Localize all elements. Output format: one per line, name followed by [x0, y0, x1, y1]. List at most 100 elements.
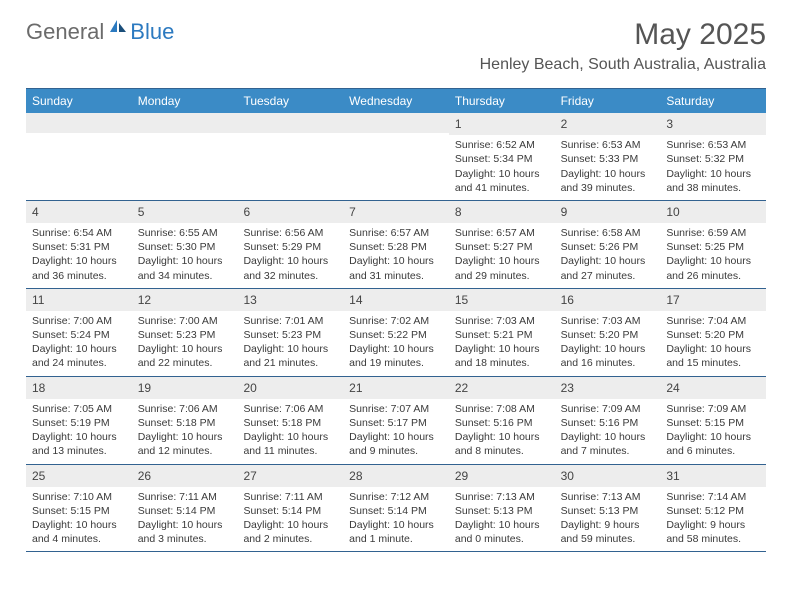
sunset-text: Sunset: 5:33 PM — [561, 152, 655, 166]
day-cell: 11Sunrise: 7:00 AMSunset: 5:24 PMDayligh… — [26, 289, 132, 376]
sunrise-text: Sunrise: 6:57 AM — [349, 226, 443, 240]
day-cell: 7Sunrise: 6:57 AMSunset: 5:28 PMDaylight… — [343, 201, 449, 288]
sunrise-text: Sunrise: 7:14 AM — [666, 490, 760, 504]
day-number: 16 — [555, 289, 661, 311]
sunset-text: Sunset: 5:15 PM — [32, 504, 126, 518]
sunrise-text: Sunrise: 6:55 AM — [138, 226, 232, 240]
daylight-text: Daylight: 10 hours and 0 minutes. — [455, 518, 549, 546]
day-content: Sunrise: 6:57 AMSunset: 5:28 PMDaylight:… — [343, 223, 449, 288]
location-label: Henley Beach, South Australia, Australia — [480, 56, 766, 74]
day-content: Sunrise: 7:03 AMSunset: 5:21 PMDaylight:… — [449, 311, 555, 376]
day-cell: 16Sunrise: 7:03 AMSunset: 5:20 PMDayligh… — [555, 289, 661, 376]
day-content: Sunrise: 6:55 AMSunset: 5:30 PMDaylight:… — [132, 223, 238, 288]
day-number: 20 — [237, 377, 343, 399]
sunset-text: Sunset: 5:28 PM — [349, 240, 443, 254]
daylight-text: Daylight: 10 hours and 3 minutes. — [138, 518, 232, 546]
daylight-text: Daylight: 10 hours and 38 minutes. — [666, 167, 760, 195]
day-number: 24 — [660, 377, 766, 399]
daylight-text: Daylight: 10 hours and 9 minutes. — [349, 430, 443, 458]
sunrise-text: Sunrise: 7:13 AM — [455, 490, 549, 504]
day-number: 2 — [555, 113, 661, 135]
daylight-text: Daylight: 10 hours and 6 minutes. — [666, 430, 760, 458]
day-content: Sunrise: 7:03 AMSunset: 5:20 PMDaylight:… — [555, 311, 661, 376]
sunrise-text: Sunrise: 7:10 AM — [32, 490, 126, 504]
day-cell: 3Sunrise: 6:53 AMSunset: 5:32 PMDaylight… — [660, 113, 766, 200]
day-content: Sunrise: 7:11 AMSunset: 5:14 PMDaylight:… — [132, 487, 238, 552]
sunrise-text: Sunrise: 7:09 AM — [561, 402, 655, 416]
day-cell: 31Sunrise: 7:14 AMSunset: 5:12 PMDayligh… — [660, 465, 766, 552]
sunrise-text: Sunrise: 6:57 AM — [455, 226, 549, 240]
sunset-text: Sunset: 5:20 PM — [561, 328, 655, 342]
daylight-text: Daylight: 10 hours and 16 minutes. — [561, 342, 655, 370]
day-number: 9 — [555, 201, 661, 223]
day-number: 28 — [343, 465, 449, 487]
sunrise-text: Sunrise: 7:00 AM — [138, 314, 232, 328]
day-number: 5 — [132, 201, 238, 223]
day-cell: 10Sunrise: 6:59 AMSunset: 5:25 PMDayligh… — [660, 201, 766, 288]
sunrise-text: Sunrise: 7:09 AM — [666, 402, 760, 416]
day-cell: 26Sunrise: 7:11 AMSunset: 5:14 PMDayligh… — [132, 465, 238, 552]
daylight-text: Daylight: 10 hours and 27 minutes. — [561, 254, 655, 282]
sunset-text: Sunset: 5:14 PM — [243, 504, 337, 518]
logo-text-general: General — [26, 19, 104, 45]
sunrise-text: Sunrise: 6:52 AM — [455, 138, 549, 152]
day-content: Sunrise: 7:08 AMSunset: 5:16 PMDaylight:… — [449, 399, 555, 464]
day-header: Sunday — [26, 89, 132, 113]
day-header: Monday — [132, 89, 238, 113]
day-cell: 21Sunrise: 7:07 AMSunset: 5:17 PMDayligh… — [343, 377, 449, 464]
day-number: 25 — [26, 465, 132, 487]
day-number: 14 — [343, 289, 449, 311]
daylight-text: Daylight: 10 hours and 15 minutes. — [666, 342, 760, 370]
day-content: Sunrise: 7:12 AMSunset: 5:14 PMDaylight:… — [343, 487, 449, 552]
daylight-text: Daylight: 10 hours and 41 minutes. — [455, 167, 549, 195]
day-cell: 18Sunrise: 7:05 AMSunset: 5:19 PMDayligh… — [26, 377, 132, 464]
sunset-text: Sunset: 5:31 PM — [32, 240, 126, 254]
day-content: Sunrise: 6:52 AMSunset: 5:34 PMDaylight:… — [449, 135, 555, 200]
day-number: 6 — [237, 201, 343, 223]
day-content: Sunrise: 7:01 AMSunset: 5:23 PMDaylight:… — [237, 311, 343, 376]
sunset-text: Sunset: 5:32 PM — [666, 152, 760, 166]
daylight-text: Daylight: 10 hours and 12 minutes. — [138, 430, 232, 458]
daylight-text: Daylight: 10 hours and 39 minutes. — [561, 167, 655, 195]
sunrise-text: Sunrise: 7:04 AM — [666, 314, 760, 328]
day-number: 15 — [449, 289, 555, 311]
day-cell: 9Sunrise: 6:58 AMSunset: 5:26 PMDaylight… — [555, 201, 661, 288]
weeks-container: 1Sunrise: 6:52 AMSunset: 5:34 PMDaylight… — [26, 113, 766, 552]
sunset-text: Sunset: 5:23 PM — [243, 328, 337, 342]
day-number: 18 — [26, 377, 132, 399]
sunrise-text: Sunrise: 6:56 AM — [243, 226, 337, 240]
day-content: Sunrise: 7:04 AMSunset: 5:20 PMDaylight:… — [660, 311, 766, 376]
day-header: Wednesday — [343, 89, 449, 113]
day-number: 31 — [660, 465, 766, 487]
sunrise-text: Sunrise: 7:08 AM — [455, 402, 549, 416]
day-content: Sunrise: 6:59 AMSunset: 5:25 PMDaylight:… — [660, 223, 766, 288]
day-number: 13 — [237, 289, 343, 311]
day-header: Friday — [555, 89, 661, 113]
sunset-text: Sunset: 5:18 PM — [138, 416, 232, 430]
week-row: 1Sunrise: 6:52 AMSunset: 5:34 PMDaylight… — [26, 113, 766, 201]
day-content: Sunrise: 7:07 AMSunset: 5:17 PMDaylight:… — [343, 399, 449, 464]
sunset-text: Sunset: 5:17 PM — [349, 416, 443, 430]
sunrise-text: Sunrise: 7:06 AM — [138, 402, 232, 416]
daylight-text: Daylight: 10 hours and 11 minutes. — [243, 430, 337, 458]
day-cell: 29Sunrise: 7:13 AMSunset: 5:13 PMDayligh… — [449, 465, 555, 552]
sunset-text: Sunset: 5:25 PM — [666, 240, 760, 254]
sunset-text: Sunset: 5:20 PM — [666, 328, 760, 342]
daylight-text: Daylight: 9 hours and 59 minutes. — [561, 518, 655, 546]
day-cell: 20Sunrise: 7:06 AMSunset: 5:18 PMDayligh… — [237, 377, 343, 464]
day-number: 27 — [237, 465, 343, 487]
day-content: Sunrise: 6:56 AMSunset: 5:29 PMDaylight:… — [237, 223, 343, 288]
sunset-text: Sunset: 5:34 PM — [455, 152, 549, 166]
sunrise-text: Sunrise: 6:53 AM — [666, 138, 760, 152]
daylight-text: Daylight: 10 hours and 1 minute. — [349, 518, 443, 546]
day-content: Sunrise: 7:02 AMSunset: 5:22 PMDaylight:… — [343, 311, 449, 376]
day-content: Sunrise: 7:11 AMSunset: 5:14 PMDaylight:… — [237, 487, 343, 552]
sunrise-text: Sunrise: 7:07 AM — [349, 402, 443, 416]
daylight-text: Daylight: 10 hours and 13 minutes. — [32, 430, 126, 458]
title-block: May 2025 Henley Beach, South Australia, … — [480, 18, 766, 74]
sunset-text: Sunset: 5:19 PM — [32, 416, 126, 430]
daylight-text: Daylight: 10 hours and 22 minutes. — [138, 342, 232, 370]
day-header: Saturday — [660, 89, 766, 113]
sunset-text: Sunset: 5:27 PM — [455, 240, 549, 254]
day-content: Sunrise: 6:53 AMSunset: 5:33 PMDaylight:… — [555, 135, 661, 200]
